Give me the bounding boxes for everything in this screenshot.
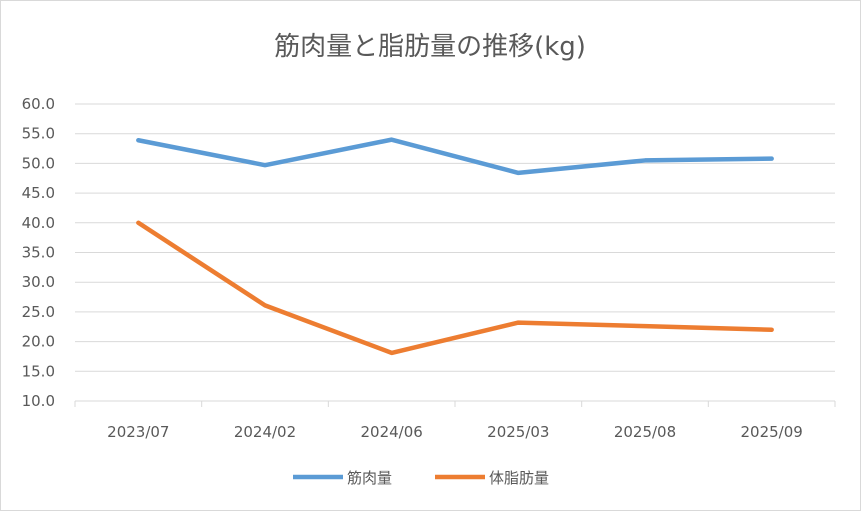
x-tick-label: 2024/02 (234, 423, 296, 441)
y-tick-label: 35.0 (22, 244, 55, 262)
y-tick-label: 40.0 (22, 214, 55, 232)
chart-title: 筋肉量と脂肪量の推移(kg) (274, 32, 586, 62)
x-tick-label: 2025/08 (614, 423, 676, 441)
x-tick-label: 2025/03 (487, 423, 549, 441)
y-tick-label: 50.0 (22, 154, 55, 172)
legend-label: 筋肉量 (347, 469, 392, 487)
x-tick-label: 2025/09 (741, 423, 803, 441)
legend-label: 体脂肪量 (489, 469, 549, 487)
x-tick-label: 2024/06 (361, 423, 423, 441)
y-tick-label: 55.0 (22, 125, 55, 143)
y-tick-label: 20.0 (22, 333, 55, 351)
y-tick-label: 15.0 (22, 362, 55, 380)
y-tick-label: 45.0 (22, 184, 55, 202)
y-tick-label: 25.0 (22, 303, 55, 321)
series-line-1 (136, 137, 774, 176)
y-tick-label: 30.0 (22, 273, 55, 291)
series-line-2 (136, 220, 774, 356)
y-tick-label: 10.0 (22, 392, 55, 410)
y-tick-label: 60.0 (22, 95, 55, 113)
x-tick-label: 2023/07 (107, 423, 169, 441)
